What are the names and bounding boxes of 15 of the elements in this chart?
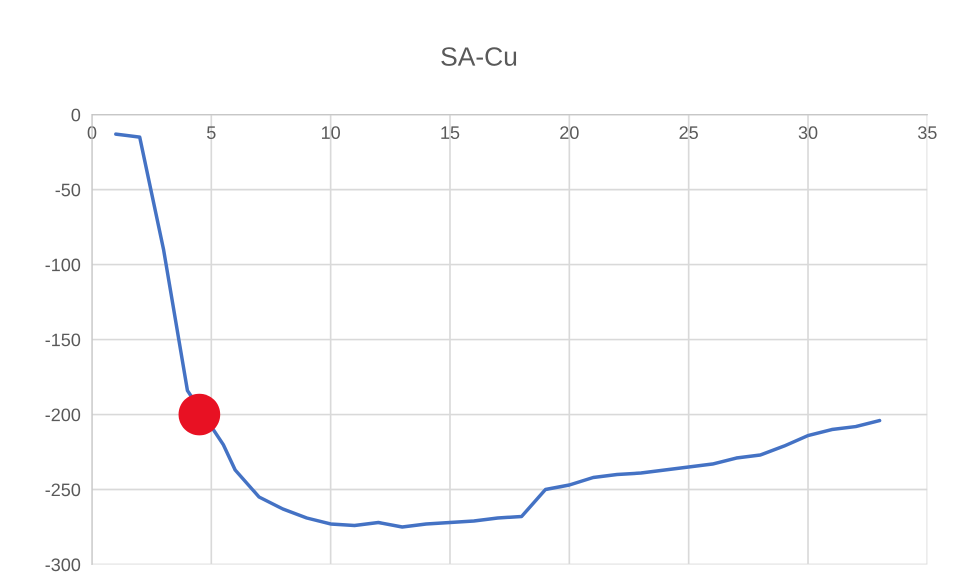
x-tick-label: 5: [207, 126, 216, 140]
x-tick-label: 25: [680, 126, 698, 140]
x-tick-label: 15: [441, 126, 460, 140]
y-tick-label: -200: [46, 408, 80, 422]
y-tick-label: -150: [46, 334, 80, 346]
x-tick-label: 20: [560, 126, 579, 140]
chart-title: SA-Cu: [441, 47, 516, 66]
y-tick-label: -100: [46, 258, 80, 272]
x-tick-label: 30: [798, 126, 818, 140]
y-tick-label: 0: [72, 108, 80, 122]
x-tick-label: 10: [322, 126, 340, 140]
y-tick-label: -250: [46, 483, 80, 496]
x-tick-label: 35: [918, 126, 937, 140]
y-tick-label: -300: [46, 558, 80, 572]
y-tick-label: -50: [56, 184, 80, 196]
